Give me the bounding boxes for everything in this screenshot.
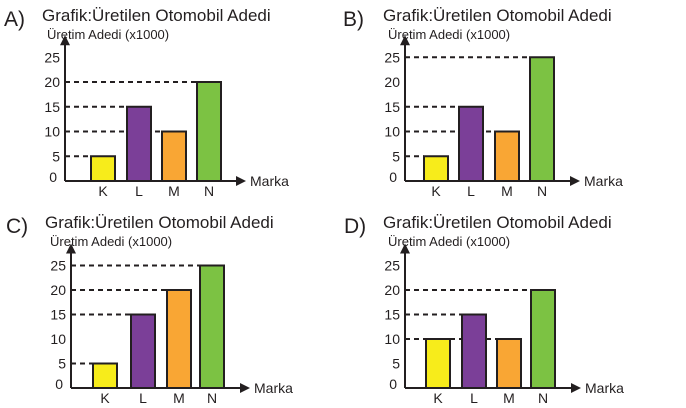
bar-k	[425, 338, 451, 389]
chart-title: Grafik:Üretilen Otomobil Adedi	[383, 213, 612, 232]
chart-panel-c: C) Grafik:Üretilen Otomobil Adedi Üretim A…	[6, 213, 293, 406]
category-label-l: L	[139, 390, 147, 406]
bar-m	[496, 338, 522, 389]
y-tick-label: 25	[44, 49, 60, 65]
x-axis-arrow	[570, 176, 580, 186]
y-axis-label: Üretim Adedi (x1000)	[388, 234, 510, 249]
bar-l	[461, 313, 487, 389]
y-tick-label: 5	[392, 148, 400, 164]
bar-n	[530, 289, 556, 389]
category-label-k: K	[431, 183, 441, 199]
x-axis-label: Marka	[254, 380, 293, 396]
x-axis-label: Marka	[585, 380, 624, 396]
chart-title: Grafik:Üretilen Otomobil Adedi	[383, 6, 612, 25]
category-label-n: N	[207, 390, 217, 406]
category-label-l: L	[135, 183, 143, 199]
y-tick-label: 10	[384, 331, 400, 347]
x-axis-label: Marka	[250, 173, 289, 189]
y-tick-label: 15	[50, 307, 66, 323]
y-tick-label: 15	[384, 307, 400, 323]
y-axis-arrow	[60, 35, 70, 46]
bar-k	[90, 155, 116, 182]
y-axis-arrow	[66, 243, 76, 254]
category-label-m: M	[168, 183, 180, 199]
y-tick-label: 10	[384, 124, 400, 140]
category-label-l: L	[470, 390, 478, 406]
y-tick-label: 25	[384, 258, 400, 274]
bar-n	[196, 81, 222, 182]
chart-title: Grafik:Üretilen Otomobil Adedi	[45, 213, 274, 232]
category-label-l: L	[467, 183, 475, 199]
y-axis-label: Üretim Adedi (x1000)	[50, 234, 172, 249]
y-axis-label: Üretim Adedi (x1000)	[47, 27, 169, 42]
bar-k	[423, 155, 449, 182]
category-label-m: M	[501, 183, 513, 199]
y-tick-label: 10	[44, 124, 60, 140]
y-tick-label: 0	[389, 169, 397, 185]
category-label-n: N	[538, 390, 548, 406]
y-tick-label: 20	[384, 282, 400, 298]
y-tick-label: 0	[389, 376, 397, 392]
bar-l	[458, 105, 484, 182]
category-label-m: M	[503, 390, 515, 406]
chart-panel-a: A) Grafik:Üretilen Otomobil Adedi Üretim A…	[4, 6, 289, 199]
category-label-k: K	[100, 390, 110, 406]
y-tick-label: 25	[384, 49, 400, 65]
category-label-m: M	[173, 390, 185, 406]
chart-panel-d: D) Grafik:Üretilen Otomobil Adedi Üretim A…	[344, 213, 624, 406]
y-tick-label: 15	[44, 99, 60, 115]
bar-n	[529, 56, 555, 182]
category-label-k: K	[98, 183, 108, 199]
option-label: C)	[6, 215, 28, 238]
x-axis-arrow	[236, 176, 246, 186]
bar-m	[161, 130, 187, 182]
category-label-n: N	[204, 183, 214, 199]
y-tick-label: 5	[52, 148, 60, 164]
y-tick-label: 0	[55, 376, 63, 392]
bar-k	[92, 362, 118, 389]
y-axis-arrow	[400, 243, 410, 254]
y-tick-label: 15	[384, 99, 400, 115]
category-label-n: N	[537, 183, 547, 199]
option-label: A)	[4, 8, 25, 31]
bar-l	[126, 105, 152, 182]
bar-m	[494, 130, 520, 182]
y-tick-label: 20	[384, 74, 400, 90]
x-axis-arrow	[571, 383, 581, 393]
bar-l	[130, 313, 156, 389]
chart-panel-b: B) Grafik:Üretilen Otomobil Adedi Üretim A…	[343, 6, 623, 199]
y-tick-label: 0	[49, 169, 57, 185]
y-axis-label: Üretim Adedi (x1000)	[388, 27, 510, 42]
y-tick-label: 10	[50, 331, 66, 347]
y-tick-label: 20	[44, 74, 60, 90]
option-label: D)	[344, 215, 366, 238]
option-label: B)	[343, 8, 364, 31]
category-label-k: K	[433, 390, 443, 406]
x-axis-arrow	[240, 383, 250, 393]
x-axis-label: Marka	[584, 173, 623, 189]
bar-n	[199, 264, 225, 389]
y-tick-label: 25	[50, 258, 66, 274]
y-tick-label: 5	[392, 356, 400, 372]
y-axis-arrow	[400, 35, 410, 46]
y-tick-label: 5	[58, 356, 66, 372]
y-tick-label: 20	[50, 282, 66, 298]
bar-m	[166, 289, 192, 389]
chart-title: Grafik:Üretilen Otomobil Adedi	[42, 6, 271, 25]
